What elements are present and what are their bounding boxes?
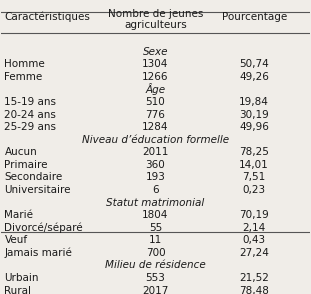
Text: Universitaire: Universitaire [4,185,71,195]
Text: 20-24 ans: 20-24 ans [4,110,56,120]
Text: Milieu de résidence: Milieu de résidence [105,260,206,270]
Text: 1304: 1304 [142,59,169,69]
Text: 1804: 1804 [142,210,169,220]
Text: Caractéristiques: Caractéristiques [4,11,91,22]
Text: 2011: 2011 [142,147,169,157]
Text: 2,14: 2,14 [243,223,266,233]
Text: 2017: 2017 [142,286,169,294]
Text: 78,48: 78,48 [239,286,269,294]
Text: Sexe: Sexe [143,47,168,57]
Text: 1266: 1266 [142,72,169,82]
Text: 55: 55 [149,223,162,233]
Text: Femme: Femme [4,72,43,82]
Text: 78,25: 78,25 [239,147,269,157]
Text: 30,19: 30,19 [239,110,269,120]
Text: Marié: Marié [4,210,34,220]
Text: 14,01: 14,01 [239,160,269,170]
Text: 6: 6 [152,185,159,195]
Text: Homme: Homme [4,59,45,69]
Text: Rural: Rural [4,286,31,294]
Text: Âge: Âge [146,83,165,95]
Text: 49,26: 49,26 [239,72,269,82]
Text: Urbain: Urbain [4,273,39,283]
Text: 0,23: 0,23 [243,185,266,195]
Text: 27,24: 27,24 [239,248,269,258]
Text: Pourcentage: Pourcentage [221,11,287,21]
Text: Nombre de jeunes
agriculteurs: Nombre de jeunes agriculteurs [108,9,203,30]
Text: 700: 700 [146,248,165,258]
Text: 49,96: 49,96 [239,122,269,132]
Text: 11: 11 [149,235,162,245]
Text: 776: 776 [146,110,165,120]
Text: Divorcé/séparé: Divorcé/séparé [4,223,83,233]
Text: Veuf: Veuf [4,235,28,245]
Text: 360: 360 [146,160,165,170]
Text: 510: 510 [146,97,165,107]
Text: 193: 193 [146,172,165,182]
Text: 15-19 ans: 15-19 ans [4,97,57,107]
Text: 19,84: 19,84 [239,97,269,107]
Text: Primaire: Primaire [4,160,48,170]
Text: 50,74: 50,74 [239,59,269,69]
Text: 21,52: 21,52 [239,273,269,283]
Text: 553: 553 [146,273,165,283]
Text: Secondaire: Secondaire [4,172,63,182]
Text: 0,43: 0,43 [243,235,266,245]
Text: Jamais marié: Jamais marié [4,248,72,258]
Text: 25-29 ans: 25-29 ans [4,122,57,132]
Text: 70,19: 70,19 [239,210,269,220]
Text: 1284: 1284 [142,122,169,132]
Text: Aucun: Aucun [4,147,37,157]
Text: 7,51: 7,51 [243,172,266,182]
Text: Statut matrimonial: Statut matrimonial [106,198,205,208]
Text: Niveau d’éducation formelle: Niveau d’éducation formelle [82,135,229,145]
